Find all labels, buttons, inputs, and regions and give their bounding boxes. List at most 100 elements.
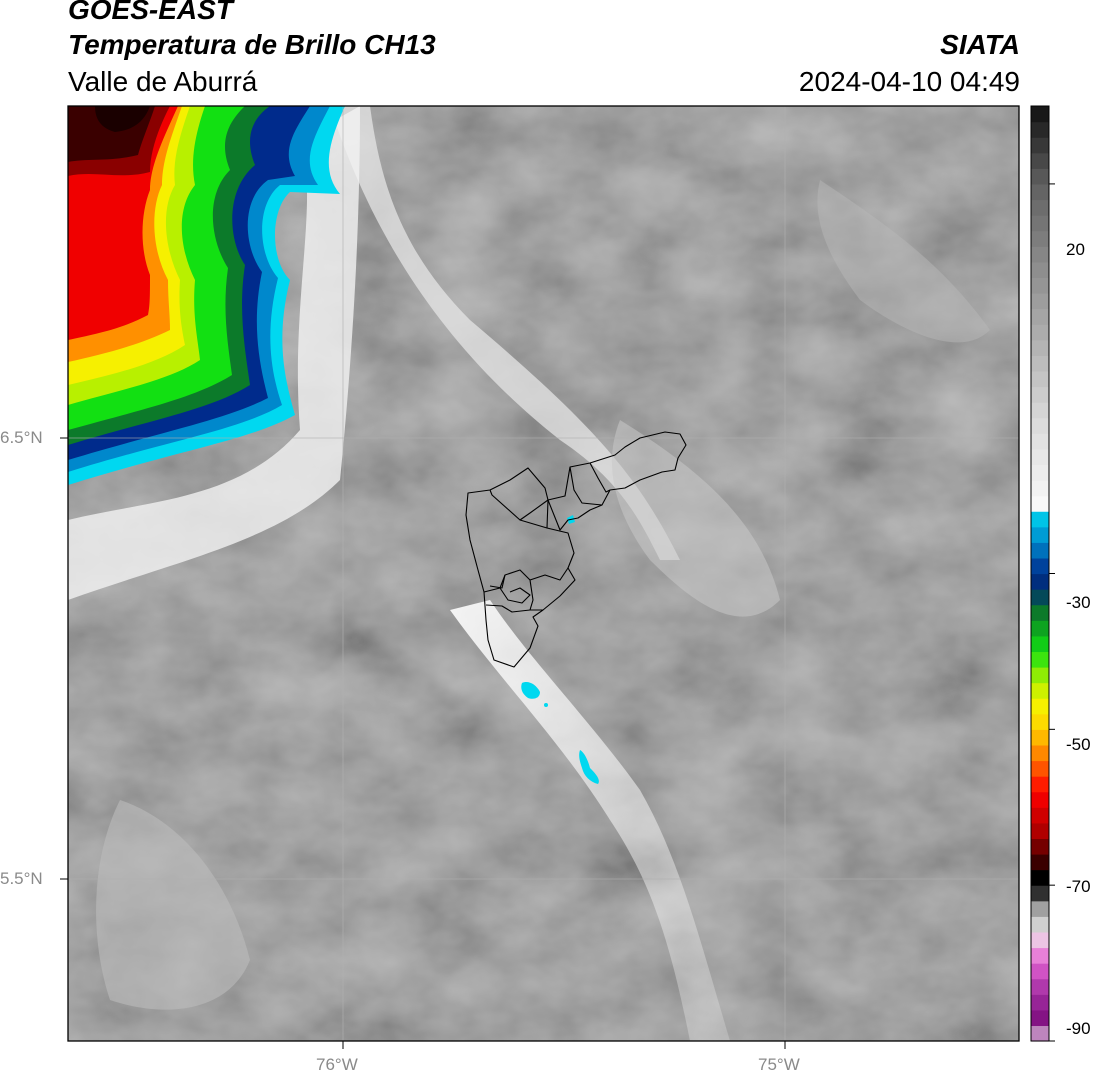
cloud-patch-ne <box>817 180 990 343</box>
region-subtitle: Valle de Aburrá <box>68 66 258 97</box>
lat-label-5.5: 5.5°N <box>0 869 43 888</box>
boundary-envigado-sabaneta <box>529 579 534 611</box>
colorbar-segment <box>1031 495 1049 512</box>
timestamp-label: 2024-04-10 04:49 <box>798 66 1020 97</box>
colorbar-segment <box>1031 729 1049 746</box>
colorbar-segment <box>1031 308 1049 325</box>
cold-cell-3 <box>579 750 599 784</box>
colorbar-segment <box>1031 604 1049 621</box>
boundary-copacabana-girardota <box>589 462 611 493</box>
colorbar-segment <box>1031 183 1049 201</box>
colorbar-segment <box>1031 573 1049 590</box>
colorbar-segment <box>1031 1009 1049 1027</box>
boundary-la-estrella <box>489 574 506 589</box>
colorbar-segment <box>1031 916 1049 933</box>
colorbar-segment <box>1031 947 1049 964</box>
colorbar-segment <box>1031 963 1049 980</box>
colorbar <box>1030 105 1055 1042</box>
colorbar-segment <box>1031 931 1049 949</box>
colorbar-segment <box>1031 246 1049 263</box>
colorbar-segment <box>1031 168 1049 185</box>
municipal-boundaries[interactable] <box>465 431 687 668</box>
cold-cell-1 <box>521 682 540 699</box>
map-frame <box>67 105 1020 1042</box>
cloud-band-south <box>450 600 730 1041</box>
colorbar-segment <box>1031 542 1049 559</box>
colorbar-segment <box>1031 152 1049 169</box>
colorbar-segment <box>1031 698 1049 715</box>
colorbar-segment <box>1031 121 1049 138</box>
colorbar-segment <box>1031 838 1049 855</box>
cloud-edge-halo <box>68 106 360 600</box>
colorbar-label-minus50: -50 <box>1066 735 1091 754</box>
cloud-patch-sw <box>96 800 250 1010</box>
storm-core-deep <box>95 106 150 132</box>
colorbar-segment <box>1031 277 1049 294</box>
colorbar-segment <box>1031 760 1049 777</box>
colorbar-segment <box>1031 339 1049 356</box>
colorbar-segment <box>1031 667 1049 684</box>
convective-storm <box>68 106 345 485</box>
cloud-band-north <box>330 106 680 560</box>
colorbar-segment <box>1031 464 1049 481</box>
aburra-outline-northeast <box>547 431 687 531</box>
colorbar-label-minus90: -90 <box>1066 1019 1091 1038</box>
colorbar-segment <box>1031 807 1049 824</box>
colorbar-label-minus30: -30 <box>1066 593 1091 612</box>
map-field <box>68 106 1019 1041</box>
colorbar-segment <box>1031 635 1049 653</box>
boundary-bello-copacabana <box>569 466 603 506</box>
colorbar-segment <box>1031 355 1049 372</box>
boundary-sabaneta <box>485 604 543 613</box>
colorbar-segment <box>1031 448 1049 466</box>
colorbar-segment <box>1031 1025 1049 1042</box>
colorbar-segment <box>1031 324 1049 341</box>
lat-label-6.5: 6.5°N <box>0 428 43 447</box>
colorbar-segment <box>1031 589 1049 606</box>
boundary-itagui <box>499 587 531 604</box>
colorbar-segment <box>1031 776 1049 793</box>
graticule <box>68 106 1019 1041</box>
colorbar-segment <box>1031 651 1049 668</box>
product-title: Temperatura de Brillo CH13 <box>68 29 436 60</box>
satellite-title: GOES-EAST <box>68 0 233 25</box>
colorbar-segment <box>1031 869 1049 886</box>
axis-ticks <box>60 437 786 1049</box>
colorbar-segment <box>1031 402 1049 419</box>
colorbar-segment <box>1031 215 1049 232</box>
colorbar-segment <box>1031 370 1049 388</box>
colorbar-segment <box>1031 682 1049 699</box>
cold-cell-2 <box>544 703 548 707</box>
colorbar-segment <box>1031 885 1049 902</box>
colorbar-label-20: 20 <box>1066 240 1085 259</box>
colorbar-segment <box>1031 417 1049 434</box>
colorbar-segment <box>1031 978 1049 995</box>
cloud-patch-center <box>611 420 780 617</box>
colorbar-segment <box>1031 791 1049 808</box>
colorbar-segment <box>1031 433 1049 450</box>
colorbar-segment <box>1031 713 1049 730</box>
colorbar-segment <box>1031 822 1049 840</box>
colorbar-segment <box>1031 620 1049 637</box>
colorbar-segment <box>1031 511 1049 528</box>
colorbar-segment <box>1031 106 1049 123</box>
colorbar-segment <box>1031 480 1049 497</box>
colorbar-segment <box>1031 261 1049 279</box>
colorbar-segment <box>1031 994 1049 1011</box>
lon-label-76: 76°W <box>316 1055 358 1074</box>
colorbar-segment <box>1031 744 1049 762</box>
boundary-medellin-north <box>519 519 548 529</box>
lon-label-75: 75°W <box>758 1055 800 1074</box>
organization-label: SIATA <box>940 29 1020 60</box>
colorbar-label-minus70: -70 <box>1066 877 1091 896</box>
boundary-medellin-envigado <box>483 567 569 593</box>
colorbar-segment <box>1031 293 1049 310</box>
colorbar-segment <box>1031 230 1049 247</box>
colorbar-segment <box>1031 557 1049 575</box>
colorbar-segment <box>1031 386 1049 403</box>
colorbar-segment <box>1031 526 1049 543</box>
colorbar-segment <box>1031 900 1049 917</box>
colorbar-segment <box>1031 199 1049 216</box>
colorbar-segment <box>1031 137 1049 154</box>
